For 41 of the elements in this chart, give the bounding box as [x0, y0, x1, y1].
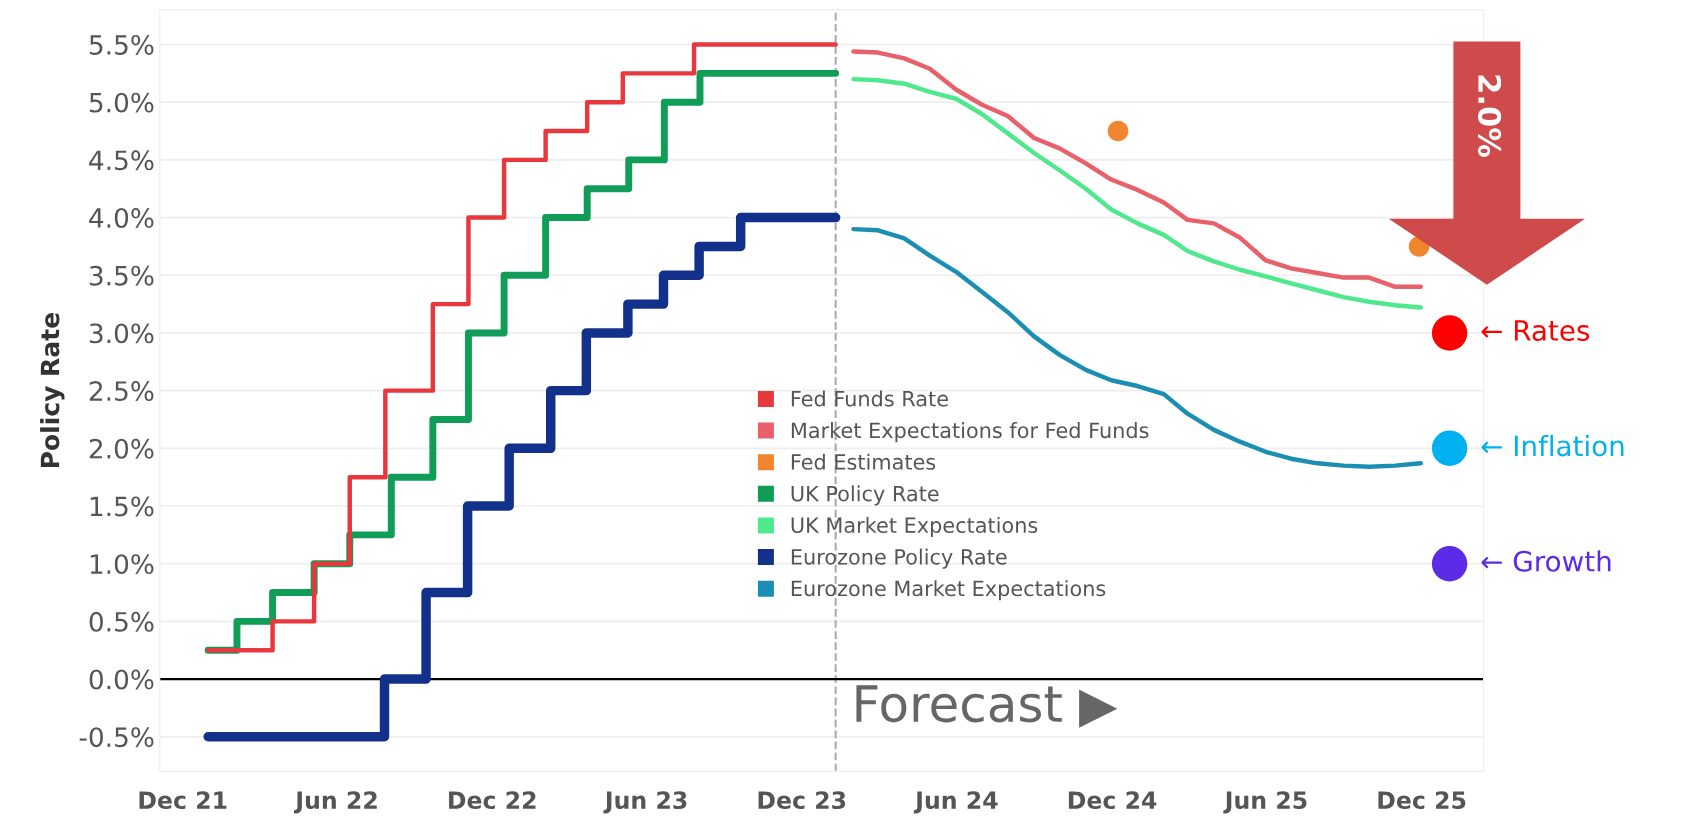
annotation: 2.0%: [1478, 75, 1502, 157]
data-label: ← Inflation: [1481, 434, 1624, 457]
y-axis-title: Policy Rate: [40, 313, 65, 468]
y-tick-label: 3.0%: [89, 323, 154, 344]
y-tick-label: -0.5%: [79, 727, 154, 748]
legend-label: Market Expectations for Fed Funds: [791, 422, 1149, 443]
y-tick-label: 2.0%: [89, 438, 154, 459]
line-series: [851, 49, 1423, 290]
x-tick-label: Dec 21: [139, 791, 227, 810]
ref-line-label: Forecast ▶: [856, 685, 1118, 728]
legend-label: Eurozone Policy Rate: [791, 548, 1007, 569]
y-tick-label: 5.5%: [89, 34, 154, 55]
x-tick-label: Jun 24: [913, 791, 998, 814]
legend-label: Fed Estimates: [791, 453, 936, 470]
x-tick-label: Jun 22: [293, 791, 377, 814]
legend-label: UK Market Expectations: [791, 516, 1038, 538]
x-tick-label: Jun 23: [603, 791, 687, 814]
y-tick-label: 2.5%: [89, 381, 154, 402]
y-tick-label: 4.5%: [89, 150, 154, 171]
point: [1431, 315, 1468, 351]
x-tick-label: Dec 25: [1378, 791, 1466, 810]
y-tick-label: 4.0%: [89, 208, 154, 228]
y-tick-label: 1.0%: [90, 554, 154, 575]
x-tick-label: Dec 22: [449, 791, 536, 810]
x-tick-label: Jun 25: [1223, 791, 1307, 814]
legend-label: Fed Funds Rate: [791, 390, 948, 407]
data-label: ← Rates: [1481, 320, 1590, 342]
x-tick-label: Dec 23: [758, 791, 846, 810]
point: [1431, 546, 1468, 582]
x-tick-label: Dec 24: [1068, 791, 1157, 810]
y-tick-label: 3.5%: [89, 265, 154, 286]
y-tick-label: 1.5%: [90, 496, 154, 517]
y-tick-label: 0.5%: [89, 611, 154, 632]
point: [1431, 430, 1468, 467]
data-label: ← Growth: [1481, 550, 1611, 572]
legend-label: Eurozone Market Expectations: [791, 580, 1106, 601]
line-series: [851, 76, 1423, 310]
legend-label: UK Policy Rate: [791, 485, 939, 506]
y-tick-label: 0.0%: [89, 669, 154, 690]
y-tick-label: 5.0%: [89, 92, 154, 113]
point: [1107, 120, 1129, 142]
